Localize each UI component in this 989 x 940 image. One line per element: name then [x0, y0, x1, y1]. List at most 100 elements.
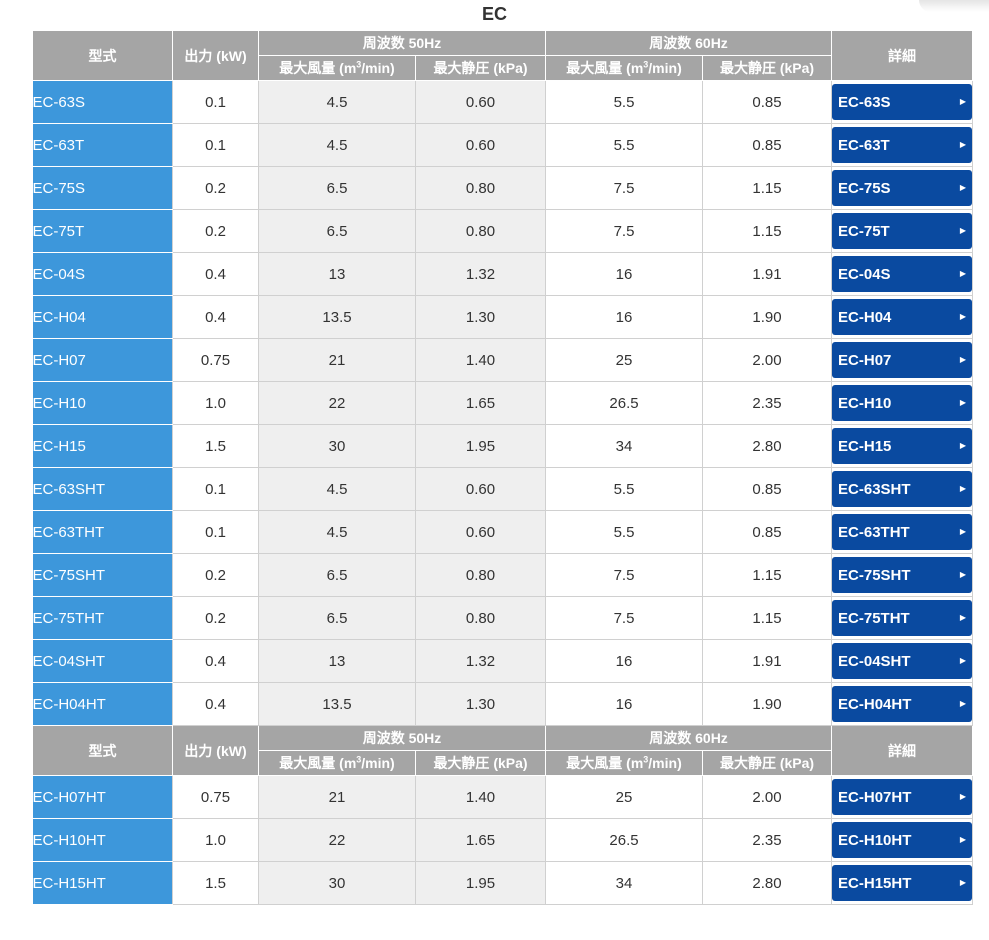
airflow-50-cell: 4.5 — [258, 80, 416, 124]
airflow-50-cell: 4.5 — [258, 467, 416, 511]
arrow-right-icon: ▶ — [959, 792, 967, 801]
detail-button-label: EC-75T — [838, 222, 890, 240]
model-cell: EC-H04 — [32, 295, 173, 339]
pressure-60-cell: 1.15 — [702, 553, 833, 597]
pressure-50-cell: 0.60 — [414, 467, 547, 511]
detail-button[interactable]: EC-75SHT ▶ — [832, 557, 973, 593]
pressure-60-cell: 0.85 — [702, 123, 833, 167]
pressure-60-cell: 2.00 — [702, 775, 833, 819]
pressure-60-cell: 1.91 — [702, 252, 833, 296]
airflow-60-cell: 34 — [545, 424, 704, 468]
power-cell: 0.1 — [172, 123, 259, 167]
header-freq-50: 周波数 50Hz — [257, 30, 547, 56]
detail-button[interactable]: EC-H15HT ▶ — [832, 865, 973, 901]
pressure-50-cell: 0.60 — [414, 123, 547, 167]
airflow-60-cell: 5.5 — [545, 80, 704, 124]
model-cell: EC-04S — [32, 252, 173, 296]
airflow-60-cell: 16 — [545, 252, 704, 296]
arrow-right-icon: ▶ — [959, 613, 967, 622]
detail-button-label: EC-H04 — [838, 308, 892, 326]
header-freq-60: 周波数 60Hz — [545, 725, 833, 751]
detail-cell: EC-63SHT ▶ — [831, 467, 974, 511]
pressure-60-cell: 0.85 — [702, 467, 833, 511]
pressure-50-cell: 1.30 — [414, 295, 547, 339]
detail-button-label: EC-63S — [838, 93, 891, 111]
spec-table: 型式 出力 (kW) 周波数 50Hz 周波数 60Hz 詳細 最大風量 (m3… — [32, 30, 974, 905]
pressure-50-cell: 0.60 — [414, 80, 547, 124]
detail-button[interactable]: EC-H04HT ▶ — [832, 686, 973, 722]
detail-button[interactable]: EC-H07 ▶ — [832, 342, 973, 378]
power-cell: 0.4 — [172, 682, 259, 726]
airflow-60-cell: 16 — [545, 639, 704, 683]
header-pressure-50: 最大静圧 (kPa) — [414, 750, 547, 776]
power-cell: 0.4 — [172, 639, 259, 683]
power-cell: 0.4 — [172, 252, 259, 296]
detail-button-label: EC-H10HT — [838, 831, 912, 849]
model-cell: EC-H04HT — [32, 682, 173, 726]
detail-button-label: EC-63THT — [838, 523, 910, 541]
pressure-60-cell: 2.00 — [702, 338, 833, 382]
header-detail: 詳細 — [831, 725, 974, 776]
detail-button[interactable]: EC-75T ▶ — [832, 213, 973, 249]
detail-button[interactable]: EC-H07HT ▶ — [832, 779, 973, 815]
detail-cell: EC-63T ▶ — [831, 123, 974, 167]
detail-button[interactable]: EC-04SHT ▶ — [832, 643, 973, 679]
pressure-60-cell: 1.90 — [702, 682, 833, 726]
detail-button[interactable]: EC-75S ▶ — [832, 170, 973, 206]
detail-button[interactable]: EC-63S ▶ — [832, 84, 973, 120]
pressure-50-cell: 1.40 — [414, 338, 547, 382]
arrow-right-icon: ▶ — [959, 835, 967, 844]
arrow-right-icon: ▶ — [959, 656, 967, 665]
detail-button[interactable]: EC-H10 ▶ — [832, 385, 973, 421]
detail-button[interactable]: EC-H15 ▶ — [832, 428, 973, 464]
detail-button[interactable]: EC-H04 ▶ — [832, 299, 973, 335]
detail-button[interactable]: EC-63SHT ▶ — [832, 471, 973, 507]
detail-button-label: EC-H15HT — [838, 874, 912, 892]
arrow-right-icon: ▶ — [959, 441, 967, 450]
detail-button[interactable]: EC-75THT ▶ — [832, 600, 973, 636]
airflow-60-cell: 7.5 — [545, 209, 704, 253]
power-cell: 0.75 — [172, 775, 259, 819]
airflow-50-cell: 30 — [258, 861, 416, 905]
detail-button[interactable]: EC-63T ▶ — [832, 127, 973, 163]
pressure-60-cell: 2.80 — [702, 861, 833, 905]
airflow-50-cell: 13 — [258, 639, 416, 683]
header-power: 出力 (kW) — [172, 725, 259, 776]
table-row: EC-04S 0.4 13 1.32 16 1.91 EC-04S ▶ — [32, 252, 974, 296]
power-cell: 0.1 — [172, 467, 259, 511]
pressure-50-cell: 0.80 — [414, 166, 547, 210]
table-row: EC-H07HT 0.75 21 1.40 25 2.00 EC-H07HT ▶ — [32, 775, 974, 819]
pressure-50-cell: 0.60 — [414, 510, 547, 554]
pressure-60-cell: 2.35 — [702, 818, 833, 862]
power-cell: 1.0 — [172, 381, 259, 425]
detail-button-label: EC-H07 — [838, 351, 892, 369]
table-row: EC-H10HT 1.0 22 1.65 26.5 2.35 EC-H10HT ▶ — [32, 818, 974, 862]
pressure-60-cell: 1.90 — [702, 295, 833, 339]
header-row-sub: 最大風量 (m3/min) 最大静圧 (kPa) 最大風量 (m3/min) 最… — [33, 750, 973, 776]
table-row: EC-75S 0.2 6.5 0.80 7.5 1.15 EC-75S ▶ — [32, 166, 974, 210]
model-cell: EC-75T — [32, 209, 173, 253]
pressure-50-cell: 1.32 — [414, 252, 547, 296]
pressure-60-cell: 1.91 — [702, 639, 833, 683]
detail-cell: EC-75S ▶ — [831, 166, 974, 210]
model-cell: EC-63SHT — [32, 467, 173, 511]
detail-button-label: EC-H10 — [838, 394, 892, 412]
airflow-50-cell: 30 — [258, 424, 416, 468]
model-cell: EC-H07 — [32, 338, 173, 382]
arrow-right-icon: ▶ — [959, 484, 967, 493]
detail-button-label: EC-63SHT — [838, 480, 911, 498]
detail-button[interactable]: EC-63THT ▶ — [832, 514, 973, 550]
airflow-60-cell: 5.5 — [545, 467, 704, 511]
detail-button[interactable]: EC-04S ▶ — [832, 256, 973, 292]
detail-cell: EC-63S ▶ — [831, 80, 974, 124]
airflow-50-cell: 21 — [258, 775, 416, 819]
model-cell: EC-63T — [32, 123, 173, 167]
airflow-60-cell: 7.5 — [545, 596, 704, 640]
airflow-50-cell: 6.5 — [258, 553, 416, 597]
header-pressure-50: 最大静圧 (kPa) — [414, 55, 547, 81]
header-model: 型式 — [32, 30, 173, 81]
arrow-right-icon: ▶ — [959, 699, 967, 708]
pressure-60-cell: 1.15 — [702, 209, 833, 253]
header-row-top: 型式 出力 (kW) 周波数 50Hz 周波数 60Hz 詳細 — [32, 30, 974, 81]
detail-button[interactable]: EC-H10HT ▶ — [832, 822, 973, 858]
